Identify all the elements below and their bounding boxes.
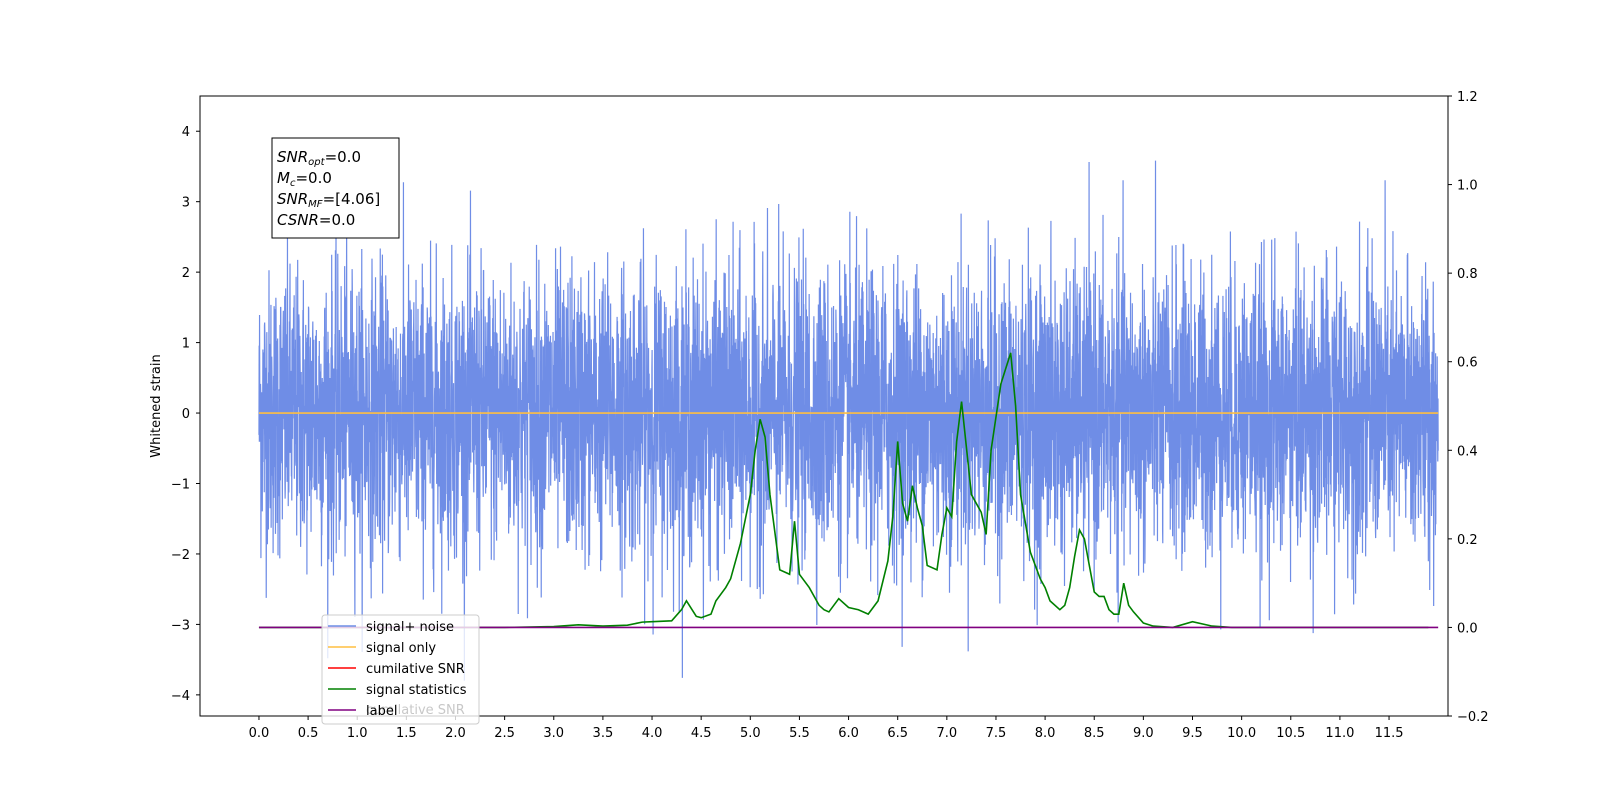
y2-tick-label: 0.4 [1457,444,1478,459]
y-tick-label: 1 [182,337,190,352]
x-tick-label: 5.0 [740,726,761,741]
y-tick-label: 2 [182,266,190,281]
y-tick-label: 3 [182,196,190,211]
y2-tick-label: 0.6 [1457,356,1478,371]
x-tick-label: 2.0 [445,726,466,741]
x-tick-label: 9.5 [1182,726,1203,741]
y-tick-label: −1 [171,478,190,493]
x-tick-label: 11.5 [1375,726,1404,741]
x-tick-label: 0.5 [298,726,319,741]
x-tick-label: 1.0 [347,726,368,741]
x-tick-label: 1.5 [396,726,417,741]
plot-frame [199,95,1449,717]
x-tick-label: 7.5 [986,726,1007,741]
annotation-line: SNRMF=[4.06] [277,190,380,210]
annotation-line: Mc=0.0 [277,169,332,189]
annotation-frame [271,137,400,239]
x-tick-label: 4.0 [642,726,663,741]
x-tick-label: 0.0 [249,726,270,741]
y-axis-label: Whitened strain [149,354,164,457]
x-tick-label: 4.5 [691,726,712,741]
x-tick-label: 3.0 [543,726,564,741]
legend-label: signal only [366,641,436,656]
x-tick-label: 10.5 [1276,726,1305,741]
x-tick-label: 6.5 [887,726,908,741]
y2-tick-label: 0.8 [1457,267,1478,282]
y-tick-label: 4 [182,125,190,140]
y2-tick-label: 1.0 [1457,179,1478,194]
x-tick-label: 8.5 [1084,726,1105,741]
signal-noise-line [258,160,1439,681]
x-tick-label: 7.0 [936,726,957,741]
legend: cumilative SNR signal+ noise signal only cu… [321,614,480,725]
y2-tick-label: −0.2 [1457,710,1489,725]
y-axis-left: 4 3 2 1 0 −1 −2 −3 −4 [171,125,200,704]
y-axis-right: 1.2 1.0 0.8 0.6 0.4 0.2 0.0 −0.2 [1448,90,1489,725]
y-tick-label: 0 [182,407,190,422]
x-tick-label: 9.0 [1133,726,1154,741]
legend-label: signal+ noise [366,620,454,635]
x-tick-label: 8.0 [1035,726,1056,741]
y2-tick-label: 0.0 [1457,621,1478,636]
signal-noise-series [258,160,1439,681]
legend-label: signal statistics [366,683,467,698]
legend-label: label [366,704,397,719]
y-tick-label: −3 [171,618,190,633]
legend-shadow-label: cumilative SNR [366,703,465,718]
y2-tick-label: 1.2 [1457,90,1478,105]
x-tick-label: 11.0 [1325,726,1354,741]
x-tick-label: 10.0 [1227,726,1256,741]
annotation-line: SNRopt=0.0 [277,148,361,168]
x-tick-label: 3.5 [593,726,614,741]
legend-frame [321,614,480,725]
y-tick-label: −2 [171,548,190,563]
x-tick-label: 6.0 [838,726,859,741]
x-tick-label: 5.5 [789,726,810,741]
annotation-line: CSNR=0.0 [277,211,355,229]
y-tick-label: −4 [171,689,190,704]
y2-tick-label: 0.2 [1457,533,1478,548]
signal-statistics-line [258,352,1429,629]
legend-label: cumilative SNR [366,662,465,677]
x-axis: 0.0 0.5 1.0 1.5 2.0 2.5 3.0 3.5 4.0 4.5 5.0 5.5 6.0 6… [249,716,1404,741]
x-tick-label: 2.5 [494,726,515,741]
